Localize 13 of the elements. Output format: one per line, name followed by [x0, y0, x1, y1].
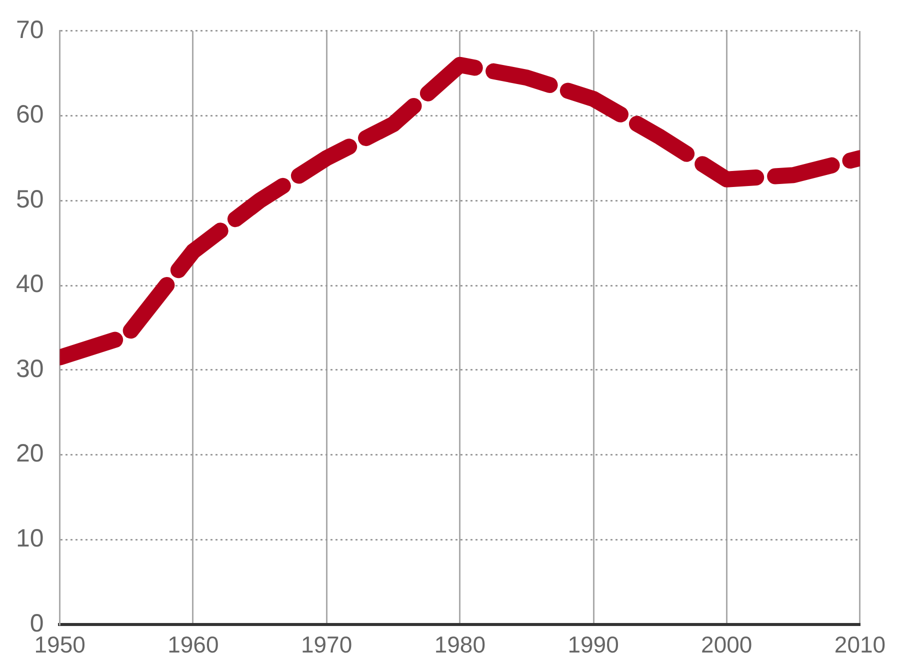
- y-tick-label: 30: [16, 354, 44, 383]
- y-tick-label: 20: [16, 440, 44, 468]
- y-tick-label: 70: [16, 16, 44, 44]
- y-tick-label: 50: [16, 185, 44, 214]
- x-tick-label: 1990: [568, 632, 619, 658]
- y-tick-label: 10: [16, 524, 44, 553]
- x-tick-label: 1960: [168, 632, 219, 658]
- x-tick-label: 1970: [300, 632, 352, 658]
- x-tick-label: 2010: [834, 632, 886, 658]
- x-tick-label: 2000: [701, 632, 752, 658]
- x-tick-label: 1980: [434, 632, 486, 658]
- y-tick-label: 60: [16, 100, 44, 129]
- y-tick-label: 40: [16, 270, 44, 298]
